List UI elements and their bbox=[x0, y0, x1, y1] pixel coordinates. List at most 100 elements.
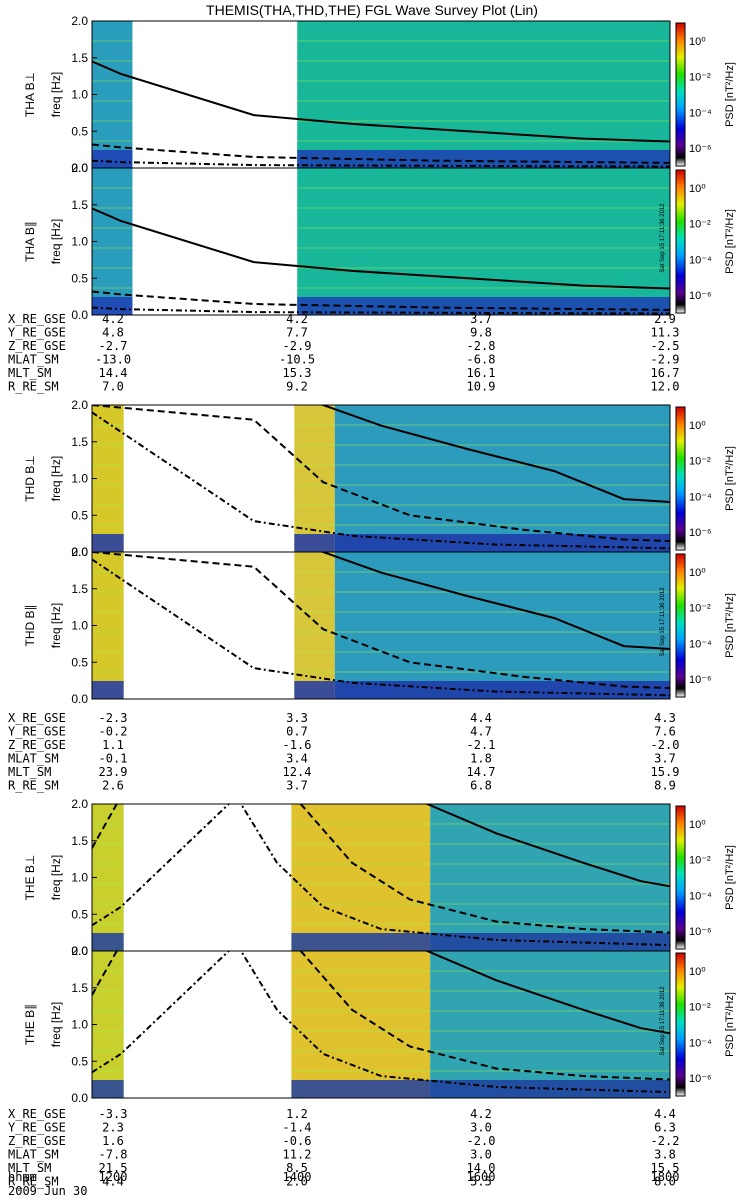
ephemeris-name: MLT_SM bbox=[8, 1161, 51, 1175]
gyro-frequency-line bbox=[92, 804, 670, 934]
freq-tick-label: 1.0 bbox=[71, 235, 88, 249]
ephemeris-value: -2.7 bbox=[99, 339, 128, 353]
freq-tick-label: 0.0 bbox=[71, 692, 88, 706]
panel-label: THA B∥ bbox=[23, 221, 37, 262]
gyro-frequency-line bbox=[92, 60, 670, 143]
ephemeris-name: R_RE_SM bbox=[8, 380, 59, 394]
x-tick-label-1400: 1400 bbox=[283, 1170, 312, 1184]
ephemeris-name: MLT_SM bbox=[8, 765, 51, 779]
colorbar-tick-label: 10⁻⁶ bbox=[689, 674, 712, 686]
colorbar-tick-label: 10⁰ bbox=[689, 183, 706, 195]
ephemeris-value: -1.6 bbox=[283, 738, 312, 752]
colorbar-tick-label: 10⁻² bbox=[689, 456, 711, 468]
ephemeris-value: 3.8 bbox=[654, 1148, 676, 1162]
gyro-frequency-line bbox=[92, 405, 670, 542]
freq-tick-label: 1.5 bbox=[71, 51, 88, 65]
freq-tick-label: 1.5 bbox=[71, 198, 88, 212]
plot-timestamp: Sat Sep 15 17:11:36 2012 bbox=[660, 203, 666, 273]
ephemeris-value: 4.2 bbox=[102, 312, 124, 326]
ephemeris-value: 2.9 bbox=[654, 312, 676, 326]
freq-tick-label: 1.0 bbox=[71, 472, 88, 486]
gyro-frequency-line bbox=[425, 804, 670, 888]
ephemeris-name: X_RE_GSE bbox=[8, 1107, 66, 1121]
colorbar bbox=[675, 805, 686, 950]
panel-label: THD B⊥ bbox=[23, 455, 37, 501]
freq-tick-label: 1.0 bbox=[71, 1018, 88, 1032]
ephemeris-value: 10.9 bbox=[467, 380, 496, 394]
colorbar-tick-label: 10⁻⁴ bbox=[689, 107, 712, 119]
ephemeris-value: 4.2 bbox=[286, 312, 308, 326]
colorbar-label: PSD [nT²/Hz] bbox=[724, 845, 736, 910]
ephemeris-value: 4.4 bbox=[102, 1175, 124, 1189]
ephemeris-value: 1.2 bbox=[286, 1107, 308, 1121]
colorbar-tick-label: 10⁰ bbox=[689, 819, 706, 831]
ephemeris-value: 3.4 bbox=[286, 752, 308, 766]
gyro-frequency-line bbox=[92, 804, 670, 947]
ephemeris-value: 4.8 bbox=[102, 326, 124, 340]
ephemeris-value: 11.2 bbox=[283, 1148, 312, 1162]
colorbar bbox=[675, 406, 686, 551]
ephemeris-name: MLAT_SM bbox=[8, 353, 59, 367]
x-tick-label-1600: 1600 bbox=[467, 1170, 496, 1184]
ephemeris-value: 3.7 bbox=[286, 779, 308, 793]
freq-tick-label: 0.0 bbox=[71, 944, 88, 958]
date-label: 2009 Jun 30 bbox=[8, 1184, 87, 1198]
ephemeris-name: Y_RE_GSE bbox=[8, 725, 66, 739]
panel-label: THE B∥ bbox=[23, 1004, 37, 1045]
ephemeris-value: -1.4 bbox=[283, 1121, 312, 1135]
ephemeris-value: -0.1 bbox=[99, 752, 128, 766]
ephemeris-value: 2.0 bbox=[286, 1175, 308, 1189]
colorbar bbox=[675, 22, 686, 167]
colorbar-label: PSD [nT²/Hz] bbox=[724, 209, 736, 274]
gyro-frequency-line bbox=[92, 951, 670, 1081]
ephemeris-value: 7.6 bbox=[654, 725, 676, 739]
colorbar-tick-label: 10⁻⁴ bbox=[689, 1037, 712, 1049]
colorbar-tick-label: 10⁻⁴ bbox=[689, 491, 712, 503]
plot-timestamp: Sat Sep 15 17:11:36 2012 bbox=[660, 587, 666, 657]
ephemeris-value: 5.5 bbox=[470, 1175, 492, 1189]
freq-tick-label: 0.5 bbox=[71, 907, 88, 921]
ephemeris-value: 15.9 bbox=[651, 765, 680, 779]
ephemeris-value: 2.6 bbox=[102, 779, 124, 793]
ephemeris-name: MLT_SM bbox=[8, 366, 51, 380]
colorbar-label: PSD [nT²/Hz] bbox=[724, 593, 736, 658]
colorbar bbox=[675, 169, 686, 314]
ephemeris-value: -10.5 bbox=[279, 353, 315, 367]
ephemeris-name: R_RE_SM bbox=[8, 779, 59, 793]
ephemeris-value: 21.5 bbox=[99, 1161, 128, 1175]
ephemeris-value: -2.0 bbox=[467, 1134, 496, 1148]
ephemeris-value: 16.1 bbox=[467, 366, 496, 380]
ephemeris-name: MLAT_SM bbox=[8, 752, 59, 766]
colorbar-tick-label: 10⁰ bbox=[689, 36, 706, 48]
freq-tick-label: 0.5 bbox=[71, 124, 88, 138]
ephemeris-value: 4.4 bbox=[654, 1107, 676, 1121]
freq-tick-label: 1.5 bbox=[71, 582, 88, 596]
gyro-frequency-line bbox=[92, 558, 670, 697]
freq-axis-label: freq [Hz] bbox=[49, 72, 63, 117]
ephemeris-value: 9.8 bbox=[470, 326, 492, 340]
colorbar-tick-label: 10⁻² bbox=[689, 603, 711, 615]
ephemeris-name: Z_RE_GSE bbox=[8, 339, 66, 353]
colorbar-tick-label: 10⁻² bbox=[689, 219, 711, 231]
gyro-frequency-line bbox=[92, 290, 670, 311]
ephemeris-name: Y_RE_GSE bbox=[8, 326, 66, 340]
figure-title: THEMIS(THA,THD,THE) FGL Wave Survey Plot… bbox=[206, 2, 538, 18]
colorbar-label: PSD [nT²/Hz] bbox=[724, 992, 736, 1057]
panel-label: THA B⊥ bbox=[23, 72, 37, 117]
ephemeris-value: 12.4 bbox=[283, 765, 312, 779]
panel-label: THE B⊥ bbox=[23, 855, 37, 901]
freq-tick-label: 2.0 bbox=[71, 797, 88, 811]
colorbar-tick-label: 10⁰ bbox=[689, 567, 706, 579]
colorbar-tick-label: 10⁻⁶ bbox=[689, 290, 712, 302]
freq-axis-label: freq [Hz] bbox=[49, 219, 63, 264]
colorbar-tick-label: 10⁻⁶ bbox=[689, 527, 712, 539]
ephemeris-value: -2.1 bbox=[467, 738, 496, 752]
colorbar-tick-label: 10⁻⁴ bbox=[689, 890, 712, 902]
freq-axis-label: freq [Hz] bbox=[49, 855, 63, 900]
ephemeris-name: X_RE_GSE bbox=[8, 711, 66, 725]
ephemeris-value: -2.3 bbox=[99, 711, 128, 725]
colorbar-tick-label: 10⁻⁶ bbox=[689, 926, 712, 938]
panel-label: THD B∥ bbox=[23, 605, 37, 647]
colorbar-tick-label: 10⁻⁴ bbox=[689, 254, 712, 266]
